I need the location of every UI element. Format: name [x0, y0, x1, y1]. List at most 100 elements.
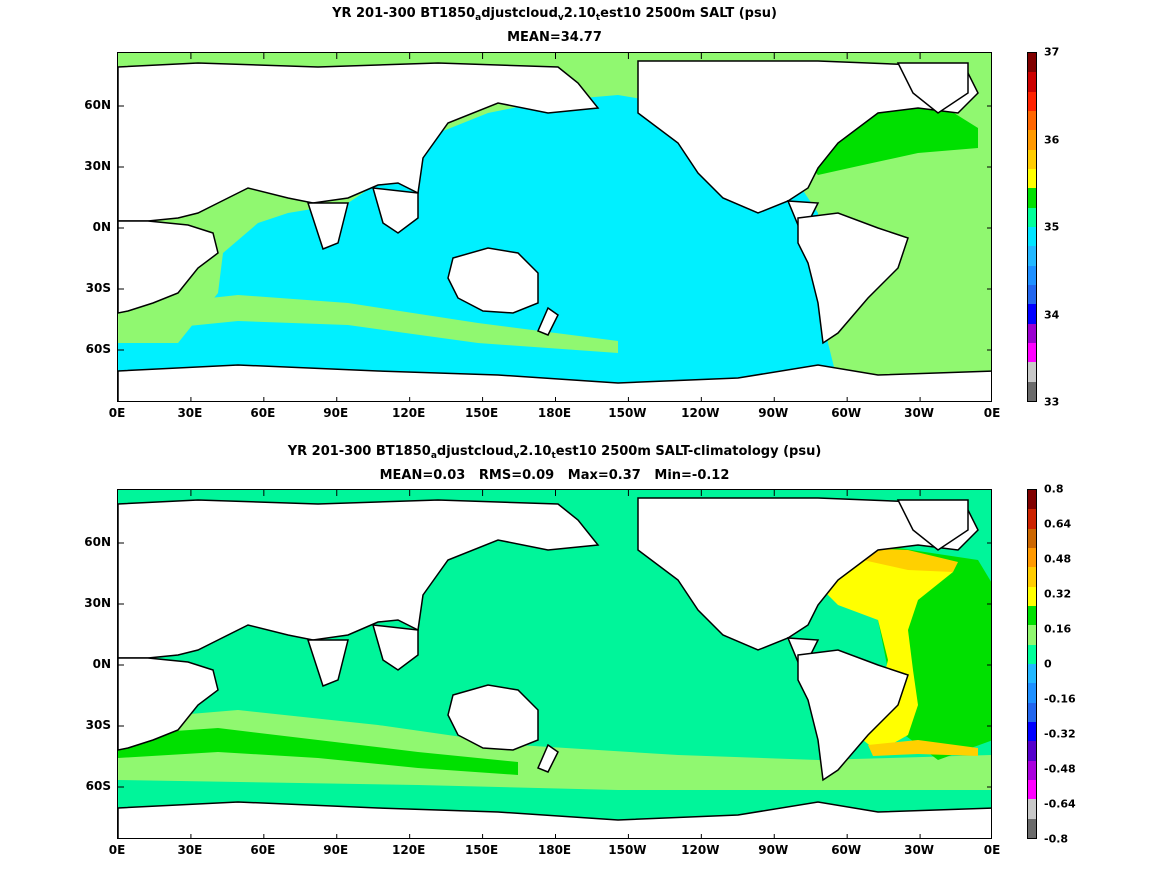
colorbar-swatch	[1028, 741, 1036, 761]
bottom-colorbar	[1027, 489, 1037, 839]
colorbar-swatch	[1028, 323, 1036, 344]
land-masses	[118, 60, 991, 401]
bottom-map-stats: MEAN=0.03 RMS=0.09 Max=0.37 Min=-0.12	[379, 468, 730, 483]
graticule-ticks	[118, 53, 991, 401]
y-tick-label: 60N	[84, 535, 111, 549]
colorbar-swatch	[1028, 188, 1036, 208]
colorbar-label: 0.48	[1044, 552, 1072, 566]
top-salinity-map	[117, 52, 992, 402]
colorbar-swatch	[1028, 760, 1036, 781]
colorbar-label: 0	[1044, 657, 1052, 671]
y-tick-label: 60S	[85, 779, 111, 793]
x-tick-label: 150E	[464, 406, 499, 420]
y-tick-label: 60S	[85, 342, 111, 356]
atlantic-peak	[858, 548, 958, 572]
colorbar-swatch	[1028, 381, 1036, 401]
colorbar-swatch	[1028, 265, 1036, 286]
top-colorbar	[1027, 52, 1037, 402]
colorbar-swatch	[1028, 799, 1036, 819]
colorbar-swatch	[1028, 606, 1036, 626]
x-tick-label: 90W	[758, 406, 789, 420]
land-masses-bottom	[118, 497, 991, 838]
y-tick-label: 0N	[92, 657, 111, 671]
colorbar-swatch	[1028, 586, 1036, 607]
x-tick-label: 90E	[323, 843, 349, 857]
x-tick-label: 90E	[323, 406, 349, 420]
colorbar-swatch	[1028, 702, 1036, 723]
colorbar-label: 0.16	[1044, 622, 1072, 636]
x-tick-label: 0E	[108, 843, 126, 857]
colorbar-swatch	[1028, 149, 1036, 170]
x-tick-label: 150E	[464, 843, 499, 857]
colorbar-label: 34	[1044, 308, 1060, 321]
colorbar-swatch	[1028, 509, 1036, 529]
colorbar-swatch	[1028, 722, 1036, 742]
colorbar-swatch	[1028, 91, 1036, 112]
colorbar-label: 0.64	[1044, 517, 1072, 531]
x-tick-label: 30W	[904, 843, 935, 857]
x-tick-label: 150W	[608, 406, 647, 420]
x-tick-label: 0E	[108, 406, 126, 420]
colorbar-swatch	[1028, 490, 1036, 510]
x-tick-label: 30E	[177, 843, 203, 857]
colorbar-swatch	[1028, 111, 1036, 131]
x-tick-label: 180E	[537, 406, 572, 420]
graticule-ticks	[118, 490, 991, 838]
colorbar-swatch	[1028, 227, 1036, 247]
colorbar-swatch	[1028, 548, 1036, 568]
y-tick-label: 30N	[84, 159, 111, 173]
top-map-title: YR 201-300 BT1850adjustcloudv2.10test10 …	[332, 6, 777, 23]
colorbar-label: -0.64	[1044, 797, 1076, 811]
x-tick-label: 120W	[681, 406, 720, 420]
x-tick-label: 120E	[392, 843, 426, 857]
colorbar-swatch	[1028, 53, 1036, 73]
colorbar-label: 36	[1044, 133, 1060, 146]
southern-band	[118, 295, 618, 353]
colorbar-swatch	[1028, 169, 1036, 189]
colorbar-swatch	[1028, 664, 1036, 684]
y-tick-label: 0N	[92, 220, 111, 234]
top-map-mean: MEAN=34.77	[507, 30, 602, 45]
x-tick-label: 90W	[758, 843, 789, 857]
colorbar-label: -0.8	[1044, 832, 1069, 846]
x-tick-label: 60E	[250, 843, 276, 857]
colorbar-swatch	[1028, 246, 1036, 266]
x-tick-label: 0E	[983, 843, 1001, 857]
colorbar-swatch	[1028, 683, 1036, 703]
x-tick-label: 120E	[392, 406, 426, 420]
x-tick-label: 30E	[177, 406, 203, 420]
bottom-anomaly-map	[117, 489, 992, 839]
colorbar-swatch	[1028, 818, 1036, 838]
southern-strong	[118, 728, 518, 775]
x-tick-label: 120W	[681, 843, 720, 857]
colorbar-swatch	[1028, 625, 1036, 645]
colorbar-label: -0.48	[1044, 762, 1076, 776]
x-tick-label: 60E	[250, 406, 276, 420]
nadw-water	[808, 103, 978, 175]
x-tick-label: 150W	[608, 843, 647, 857]
colorbar-swatch	[1028, 343, 1036, 363]
colorbar-swatch	[1028, 72, 1036, 92]
colorbar-label: -0.32	[1044, 727, 1076, 741]
x-tick-label: 60W	[831, 406, 862, 420]
colorbar-label: 37	[1044, 45, 1060, 59]
colorbar-label: 35	[1044, 220, 1060, 234]
colorbar-swatch	[1028, 567, 1036, 587]
y-tick-label: 30N	[84, 596, 111, 610]
south-atlantic-peak	[868, 740, 978, 756]
colorbar-label: 33	[1044, 395, 1060, 409]
x-tick-label: 0E	[983, 406, 1001, 420]
atlantic-max	[818, 560, 953, 752]
x-tick-label: 180E	[537, 843, 572, 857]
y-tick-label: 30S	[85, 718, 111, 732]
colorbar-swatch	[1028, 644, 1036, 665]
x-tick-label: 60W	[831, 843, 862, 857]
colorbar-swatch	[1028, 130, 1036, 150]
x-tick-label: 30W	[904, 406, 935, 420]
colorbar-swatch	[1028, 362, 1036, 382]
colorbar-swatch	[1028, 780, 1036, 800]
colorbar-label: 0.32	[1044, 587, 1072, 601]
colorbar-swatch	[1028, 207, 1036, 228]
colorbar-swatch	[1028, 285, 1036, 305]
colorbar-swatch	[1028, 528, 1036, 549]
